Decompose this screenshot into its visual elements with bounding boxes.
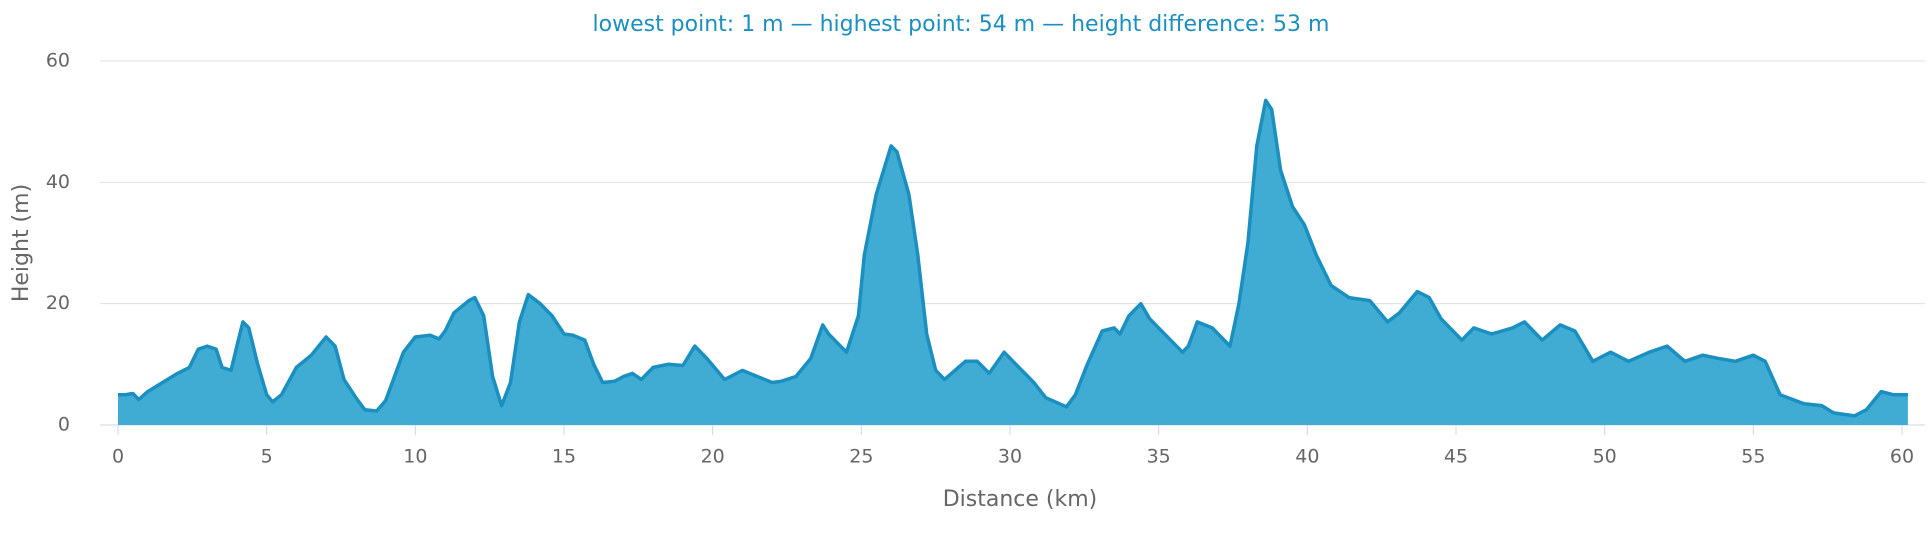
y-tick-label: 0 — [58, 414, 70, 436]
x-tick-label: 45 — [1444, 446, 1468, 468]
x-tick-label: 25 — [849, 446, 873, 468]
x-tick-label: 30 — [998, 446, 1022, 468]
area-fill — [118, 100, 1908, 426]
x-tick-label: 5 — [261, 446, 273, 468]
x-tick-label: 40 — [1295, 446, 1319, 468]
x-tick-label: 50 — [1593, 446, 1617, 468]
y-tick-label: 40 — [46, 171, 70, 193]
x-tick-label: 60 — [1890, 446, 1914, 468]
x-axis-title: Distance (km) — [943, 487, 1098, 512]
y-tick-label: 20 — [46, 292, 70, 314]
x-tick-label: 0 — [112, 446, 124, 468]
area-line — [118, 98, 1908, 418]
x-tick-label: 20 — [701, 446, 725, 468]
chart-title: lowest point: 1 m — highest point: 54 m … — [593, 12, 1330, 37]
x-tick-label: 15 — [552, 446, 576, 468]
y-tick-label: 60 — [46, 50, 70, 72]
x-tick-label: 55 — [1741, 446, 1765, 468]
x-tick-label: 35 — [1147, 446, 1171, 468]
y-axis-title: Height (m) — [9, 184, 34, 302]
x-tick-label: 10 — [403, 446, 427, 468]
